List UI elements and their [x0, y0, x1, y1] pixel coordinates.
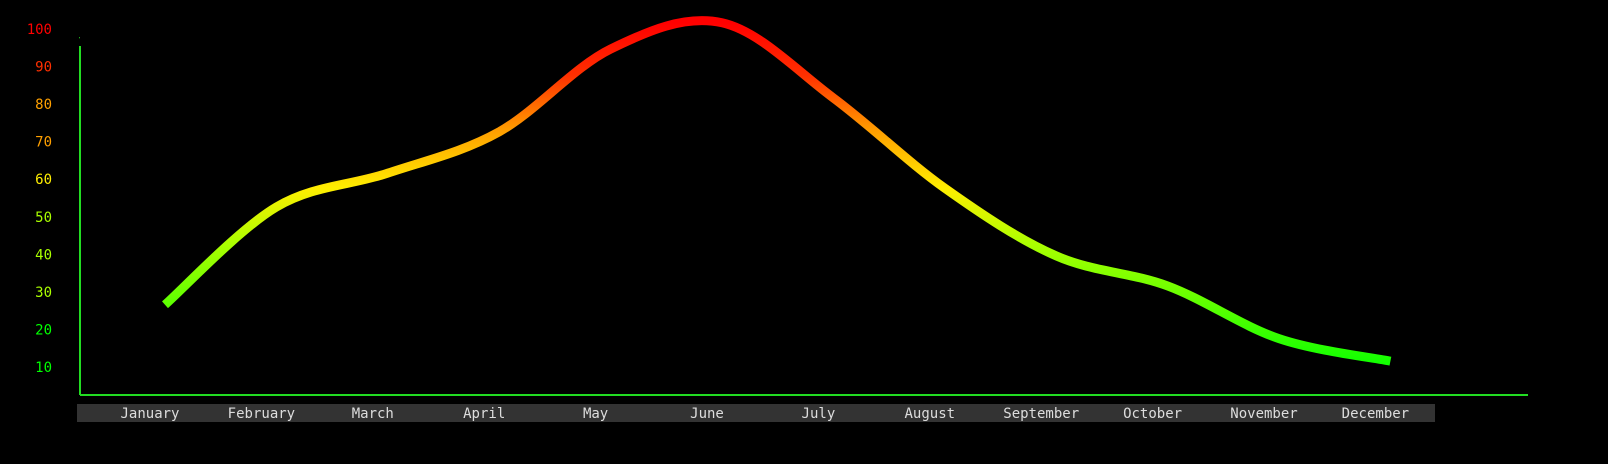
y-tick-label: 80: [35, 97, 52, 113]
y-tick-label: 60: [35, 172, 52, 188]
x-tick-label: March: [352, 406, 394, 422]
y-tick-label: 90: [35, 59, 52, 75]
x-tick-label: October: [1123, 406, 1182, 422]
y-tick-label: 50: [35, 210, 52, 226]
y-tick-label: 30: [35, 285, 52, 301]
data-line: [162, 16, 1392, 366]
x-label-bar: [77, 404, 1435, 422]
x-tick-label: May: [583, 406, 608, 422]
x-tick-label: August: [905, 406, 956, 422]
x-tick-label: November: [1230, 406, 1297, 422]
y-tick-label: 40: [35, 247, 52, 263]
x-tick-label: September: [1003, 406, 1079, 422]
y-tick-label: 10: [35, 360, 52, 376]
x-tick-label: June: [690, 406, 724, 422]
y-tick-label: 100: [27, 22, 52, 38]
x-tick-label: July: [802, 406, 836, 422]
x-tick-label: December: [1342, 406, 1409, 422]
y-tick-label: 20: [35, 323, 52, 339]
y-tick-label: 70: [35, 135, 52, 151]
x-tick-label: February: [228, 406, 295, 422]
x-tick-label: January: [120, 406, 179, 422]
x-tick-label: April: [463, 406, 505, 422]
